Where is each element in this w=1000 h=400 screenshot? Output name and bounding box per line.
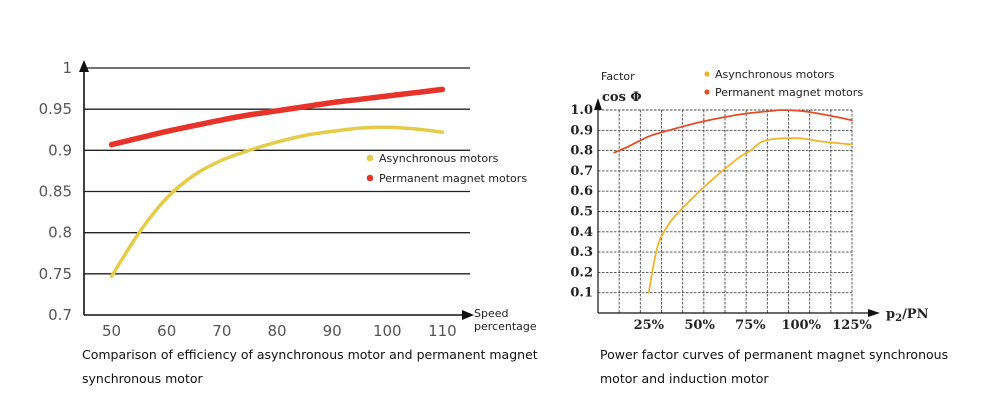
- y-tick-label: 0.75: [39, 265, 72, 283]
- legend-label: Permanent magnet motors: [715, 86, 863, 99]
- y-tick-label: 0.6: [570, 184, 593, 199]
- x-tick-label: 70: [212, 322, 231, 340]
- series-line-asynchronous: [109, 125, 445, 279]
- series-line-permanent-magnet: [108, 86, 446, 148]
- y-tick-label: 0.9: [570, 123, 593, 138]
- chart-title: Factor: [601, 70, 635, 83]
- y-tick-label: 0.4: [570, 225, 593, 240]
- chart2-caption: Power factor curves of permanent magnet …: [600, 347, 949, 386]
- x-axis-label: p2/PN: [886, 307, 929, 324]
- x-tick-label: 110: [428, 322, 457, 340]
- x-tick-label: 80: [267, 322, 286, 340]
- y-tick-label: 0.3: [570, 245, 593, 260]
- x-tick-label: 25%: [634, 318, 665, 333]
- y-tick-label: 0.9: [48, 141, 72, 159]
- x-tick-label: 90: [323, 322, 342, 340]
- y-axis-label: cos Φ: [602, 90, 642, 105]
- y-tick-label: 0.8: [570, 144, 593, 159]
- x-tick-label: 60: [157, 322, 176, 340]
- y-tick-label: 1: [62, 59, 72, 77]
- chart1-caption: Comparison of efficiency of asynchronous…: [82, 347, 538, 386]
- y-tick-label: 0.95: [39, 100, 72, 118]
- power-factor-chart: 0.1 0.2 0.3 0.4 0.5 0.6 0.7 0.8 0.9 1.0 25% 50% 75% 1…: [570, 68, 928, 333]
- y-axis-arrow: [594, 98, 602, 110]
- y-tick-label: 0.5: [570, 205, 593, 220]
- x-axis-label-line1: Speed: [474, 307, 508, 320]
- x-tick-label: 100%: [781, 318, 821, 333]
- x-axis-label-line2: percentage: [474, 320, 537, 333]
- legend-marker: [704, 89, 710, 95]
- y-tick-label: 0.85: [39, 183, 72, 201]
- y-tick-label: 0.7: [48, 306, 72, 324]
- x-tick-label: 50%: [684, 318, 715, 333]
- x-tick-label: 125%: [832, 318, 872, 333]
- legend-label: Permanent magnet motors: [379, 172, 527, 185]
- series-line-asynchronous: [647, 137, 853, 294]
- efficiency-chart: 0.7 0.75 0.8 0.85 0.9 0.95 1 50 60 70 80 90 100 110 Sp…: [39, 59, 537, 340]
- legend-label: Asynchronous motors: [379, 152, 499, 165]
- y-tick-label: 0.1: [570, 286, 593, 301]
- legend-marker: [704, 71, 710, 77]
- y-tick-label: 0.7: [570, 164, 593, 179]
- legend-marker: [366, 154, 374, 162]
- y-axis-arrow: [79, 60, 89, 72]
- legend-marker: [366, 174, 374, 182]
- x-axis-arrow: [868, 309, 880, 317]
- series-line-permanent-magnet: [613, 109, 853, 154]
- legend-label: Asynchronous motors: [715, 68, 835, 81]
- y-tick-label: 0.8: [48, 224, 72, 242]
- x-tick-label: 100: [373, 322, 402, 340]
- x-tick-label: 75%: [735, 318, 766, 333]
- x-axis-arrow: [462, 310, 474, 320]
- y-tick-label: 0.2: [570, 265, 593, 280]
- y-tick-label: 1.0: [570, 103, 593, 118]
- x-tick-label: 50: [102, 322, 121, 340]
